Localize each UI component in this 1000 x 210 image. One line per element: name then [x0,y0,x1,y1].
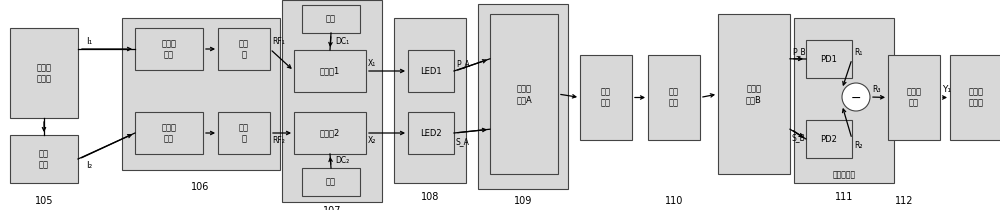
Text: 108: 108 [421,192,439,202]
Text: LED1: LED1 [420,67,442,76]
Bar [806,120,852,158]
Text: X₁: X₁ [368,59,376,68]
Text: LED2: LED2 [420,129,442,138]
Text: 109: 109 [514,196,532,206]
Text: 110: 110 [665,196,683,206]
Text: R₂: R₂ [854,141,862,150]
Text: R₁: R₁ [854,48,862,57]
Text: 偏置器2: 偏置器2 [320,129,340,138]
Bar [408,50,454,92]
Text: I₁: I₁ [86,37,92,46]
Text: 数字信
号产生: 数字信 号产生 [36,63,52,83]
Text: 数字信
号接收: 数字信 号接收 [968,88,984,107]
Text: 放大
器: 放大 器 [239,123,249,143]
Circle shape [842,83,870,111]
Text: 105: 105 [35,196,53,206]
Text: 数模转
换器: 数模转 换器 [162,123,176,143]
Text: 106: 106 [191,182,209,192]
Bar [648,55,700,140]
Text: 107: 107 [323,206,341,210]
Text: 模数转
换器: 模数转 换器 [906,88,922,107]
Text: −: − [851,92,861,105]
Bar [135,28,203,70]
Bar [806,40,852,78]
Bar [302,5,360,33]
Text: I₂: I₂ [86,161,92,170]
Bar [10,28,78,118]
Bar [135,112,203,154]
Text: 放大
器: 放大 器 [239,39,249,59]
Bar [794,18,894,183]
Bar [218,112,270,154]
Text: R₃: R₃ [872,85,881,94]
Text: 112: 112 [895,196,913,206]
Bar [122,18,280,170]
Text: X₂: X₂ [368,136,376,145]
Text: 平衡探测器: 平衡探测器 [832,170,856,179]
Bar [888,55,940,140]
Text: P_B: P_B [792,47,806,56]
Bar [10,135,78,183]
Bar [302,168,360,196]
Text: RF₁: RF₁ [272,37,285,46]
Text: 直流: 直流 [326,14,336,24]
Bar [490,14,558,174]
Text: 直流: 直流 [326,177,336,186]
Bar [408,112,454,154]
Text: PD1: PD1 [821,55,837,63]
Bar [294,50,366,92]
Text: S_B: S_B [792,133,806,142]
Text: 偏置器1: 偏置器1 [320,67,340,76]
Text: P_A: P_A [456,59,470,68]
Bar [394,18,466,183]
Bar [718,14,790,174]
Text: 111: 111 [835,192,853,202]
Text: Y₁: Y₁ [942,85,951,94]
Bar [294,112,366,154]
Bar [282,0,382,202]
Text: S_A: S_A [456,137,470,146]
Bar [580,55,632,140]
Text: RF₂: RF₂ [272,136,285,145]
Text: 偏振分
束镜B: 偏振分 束镜B [746,84,762,104]
Bar [478,4,568,189]
Bar [218,28,270,70]
Bar [950,55,1000,140]
Text: 数模转
换器: 数模转 换器 [162,39,176,59]
Text: PD2: PD2 [821,134,837,143]
Text: 反转
编码: 反转 编码 [39,149,49,169]
Text: 偏振合
束镜A: 偏振合 束镜A [516,84,532,104]
Text: DC₂: DC₂ [335,156,349,165]
Text: DC₁: DC₁ [335,37,349,46]
Text: 自由
空间: 自由 空间 [601,88,611,107]
Text: 聚焦
透镜: 聚焦 透镜 [669,88,679,107]
